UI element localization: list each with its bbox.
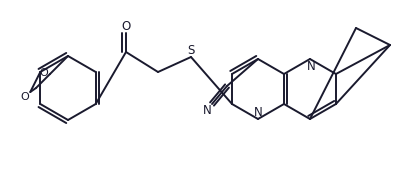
Text: N: N: [306, 60, 315, 72]
Text: S: S: [187, 44, 195, 58]
Text: O: O: [121, 20, 131, 33]
Text: O: O: [20, 92, 29, 102]
Text: N: N: [203, 103, 211, 117]
Text: N: N: [254, 107, 262, 120]
Text: O: O: [40, 68, 49, 78]
